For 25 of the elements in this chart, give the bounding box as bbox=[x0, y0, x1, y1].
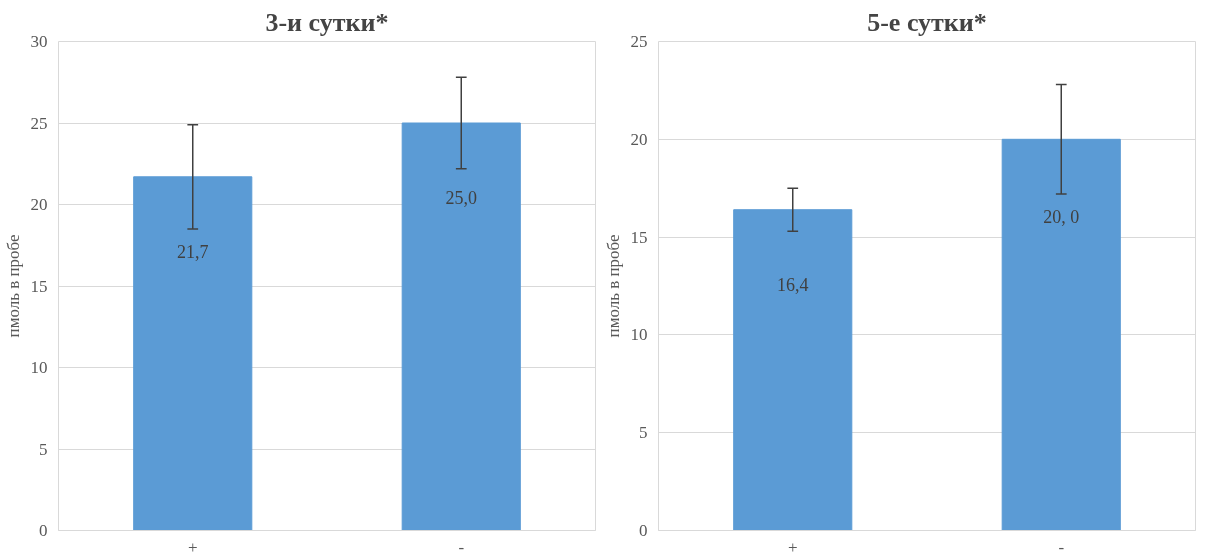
y-tick-label: 25 bbox=[630, 32, 648, 51]
chart-title: 5-е сутки* bbox=[867, 7, 987, 37]
y-axis-title: пмоль в пробе bbox=[3, 234, 23, 338]
y-tick-label: 0 bbox=[39, 521, 48, 540]
y-tick-label: 0 bbox=[639, 521, 648, 540]
y-tick-label: 20 bbox=[30, 195, 48, 214]
y-tick-label: 10 bbox=[630, 325, 648, 345]
y-tick-label: 10 bbox=[30, 358, 48, 377]
y-tick-label: 20 bbox=[630, 129, 648, 149]
y-tick-label: 30 bbox=[30, 32, 48, 51]
data-label: 16,4 bbox=[777, 274, 809, 295]
x-tick-label: - bbox=[458, 537, 465, 557]
x-tick-label: - bbox=[1058, 537, 1065, 557]
y-tick-label: 5 bbox=[39, 439, 48, 459]
x-tick-label: + bbox=[187, 537, 198, 557]
y-tick-label: 15 bbox=[630, 227, 648, 247]
y-tick-label: 5 bbox=[639, 423, 648, 443]
data-label: 21,7 bbox=[177, 241, 209, 262]
y-tick-label: 15 bbox=[30, 276, 48, 296]
chart-title: 3-и сутки* bbox=[265, 7, 389, 37]
y-axis-title: пмоль в пробе bbox=[603, 234, 623, 338]
data-label: 25,0 bbox=[445, 188, 477, 208]
y-tick-label: 25 bbox=[30, 113, 48, 133]
x-tick-label: + bbox=[787, 537, 798, 557]
data-label: 20, 0 bbox=[1043, 207, 1080, 228]
